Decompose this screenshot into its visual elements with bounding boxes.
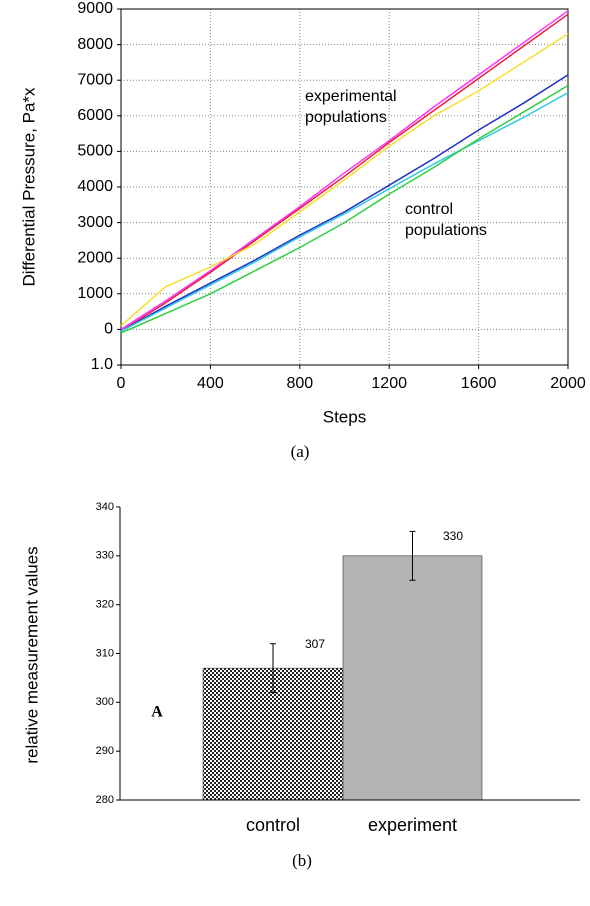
series-line	[120, 10, 569, 331]
y-tick-label: 2000	[77, 249, 113, 266]
y-tick-label: 5000	[77, 143, 113, 160]
x-tick-label: 2000	[550, 375, 586, 392]
series-line	[120, 92, 569, 332]
annotation: populations	[305, 109, 387, 126]
y-tick-label: 3000	[77, 214, 113, 231]
bar	[342, 555, 483, 801]
y-tick-label: 310	[96, 647, 114, 659]
series-line	[120, 13, 569, 332]
x-tick-label: 0	[117, 375, 126, 392]
value-label: 330	[443, 529, 463, 543]
annotation: populations	[405, 222, 487, 239]
series-line	[120, 84, 569, 334]
series-line	[120, 74, 569, 332]
x-tick-label: 1600	[461, 375, 497, 392]
x-tick-label: 400	[197, 375, 224, 392]
caption: (b)	[292, 851, 312, 870]
annotation: A	[151, 704, 163, 721]
x-axis-label: Steps	[323, 407, 366, 426]
series-line	[120, 33, 569, 327]
y-tick-label: 300	[96, 696, 114, 708]
x-tick-label: control	[246, 815, 300, 835]
y-tick-label: 0	[104, 321, 113, 338]
x-tick-label: experiment	[368, 815, 457, 835]
value-label: 307	[305, 637, 325, 651]
y-tick-label: 9000	[77, 0, 113, 17]
y-tick-label: 340	[96, 501, 114, 513]
y-tick-label: 1000	[77, 285, 113, 302]
y-tick-label: 280	[96, 794, 114, 806]
y-tick-label: 290	[96, 745, 114, 757]
x-tick-label: 800	[286, 375, 313, 392]
annotation: experimental	[305, 88, 397, 105]
caption: (a)	[291, 442, 310, 461]
y-axis-label: relative measurement values	[22, 546, 41, 763]
y-tick-label: 330	[96, 550, 114, 562]
y-tick-label: 7000	[77, 71, 113, 88]
y-axis-label: Differential Pressure, Pa*x	[19, 87, 38, 287]
y-tick-label: 8000	[77, 36, 113, 53]
y-tick-label: 6000	[77, 107, 113, 124]
annotation: control	[405, 201, 453, 218]
plot-frame	[120, 8, 569, 366]
y-tick-label: 1.0	[91, 356, 113, 373]
x-tick-label: 1200	[371, 375, 407, 392]
y-tick-label: 320	[96, 599, 114, 611]
y-tick-label: 4000	[77, 178, 113, 195]
